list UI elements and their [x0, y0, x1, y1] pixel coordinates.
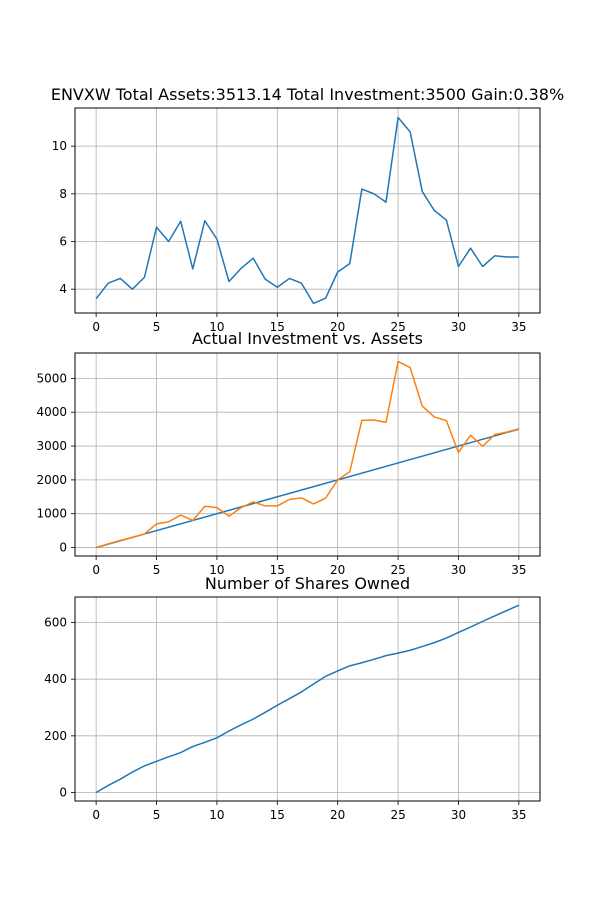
x-tick-label: 15 — [270, 320, 285, 334]
x-tick-label: 20 — [330, 320, 345, 334]
x-tick-label: 30 — [451, 320, 466, 334]
x-tick-label: 5 — [153, 320, 161, 334]
chart-title: Number of Shares Owned — [205, 574, 410, 593]
series-line-1 — [95, 428, 520, 549]
y-tick-label: 8 — [59, 187, 67, 201]
x-tick-label: 5 — [153, 808, 161, 822]
x-tick-label: 30 — [451, 808, 466, 822]
chart-panel-3: 0 5 10 15 20 25 30 35 0 200 400 600 Number of Shares… — [44, 574, 541, 822]
x-tick-label: 20 — [330, 808, 345, 822]
y-tick-label: 200 — [44, 729, 67, 743]
y-tick-label: 3000 — [36, 439, 67, 453]
x-tick-label: 30 — [451, 563, 466, 577]
x-tick-label: 10 — [209, 563, 224, 577]
x-tick-label: 25 — [390, 563, 405, 577]
x-tick-label: 15 — [270, 808, 285, 822]
x-tick-label: 35 — [511, 808, 526, 822]
series-line-1 — [95, 604, 520, 794]
series-line-2 — [95, 360, 520, 549]
chart-title: Actual Investment vs. Assets — [192, 329, 423, 348]
y-tick-label: 400 — [44, 672, 67, 686]
plot-frame — [74, 107, 541, 314]
y-tick-label: 1000 — [36, 507, 67, 521]
y-tick-label: 4 — [59, 282, 67, 296]
chart-title: ENVXW Total Assets:3513.14 Total Investm… — [51, 85, 564, 104]
chart-panel-2: 0 5 10 15 20 25 30 35 0 1000 2000 3000 4000 5000 Actua… — [36, 329, 541, 577]
x-tick-label: 10 — [209, 808, 224, 822]
y-tick-label: 4000 — [36, 405, 67, 419]
series-line-1 — [95, 116, 519, 305]
x-tick-label: 20 — [330, 563, 345, 577]
x-tick-label: 25 — [390, 320, 405, 334]
x-tick-label: 0 — [92, 320, 100, 334]
x-tick-label: 15 — [270, 563, 285, 577]
y-tick-label: 10 — [52, 139, 67, 153]
x-tick-label: 5 — [153, 563, 161, 577]
x-tick-label: 25 — [390, 808, 405, 822]
x-tick-label: 10 — [209, 320, 224, 334]
chart-panel-1: 0 5 10 15 20 25 30 35 4 6 8 10 ENVXW Total Assets:35… — [51, 85, 564, 334]
y-tick-label: 2000 — [36, 473, 67, 487]
y-tick-label: 0 — [59, 786, 67, 800]
plot-frame — [74, 596, 541, 802]
x-tick-label: 35 — [511, 320, 526, 334]
y-tick-label: 5000 — [36, 371, 67, 385]
y-tick-label: 6 — [59, 234, 67, 248]
y-tick-label: 0 — [59, 541, 67, 555]
y-tick-label: 600 — [44, 616, 67, 630]
plot-frame — [74, 352, 541, 557]
x-tick-label: 35 — [511, 563, 526, 577]
x-tick-label: 0 — [92, 808, 100, 822]
x-tick-label: 0 — [92, 563, 100, 577]
